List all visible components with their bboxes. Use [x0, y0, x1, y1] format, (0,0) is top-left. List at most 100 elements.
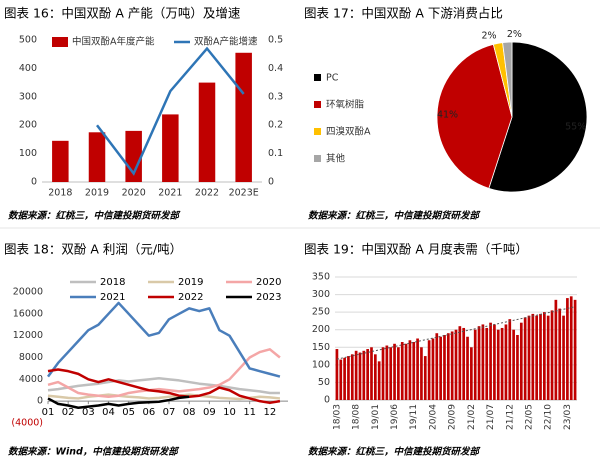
x-tick-label: 22/05	[524, 404, 534, 430]
y-tick-label: 20000	[13, 287, 43, 298]
x-tick-label: 11	[243, 407, 256, 418]
y2-tick-label: 0.2	[268, 120, 283, 131]
bar	[562, 315, 565, 400]
bar	[489, 322, 492, 400]
bar	[408, 340, 412, 400]
bar	[500, 327, 504, 400]
legend-label: 2018	[100, 277, 125, 288]
bar	[435, 333, 439, 400]
trendline	[336, 306, 576, 360]
pie-label: 55%	[565, 122, 586, 133]
pie-label: 2%	[507, 29, 522, 40]
bar	[381, 347, 385, 400]
bar	[470, 347, 473, 400]
chart-title: 图表 16：中国双酚 A 产能（万吨）及增速	[4, 6, 241, 21]
bar	[554, 299, 558, 400]
bar	[366, 349, 369, 400]
bar	[235, 52, 252, 182]
bar	[458, 326, 462, 400]
y-tick-label: (4000)	[11, 418, 43, 429]
bar	[543, 312, 546, 400]
bar	[573, 299, 577, 400]
y-tick-label: 350	[312, 272, 330, 283]
bar	[462, 327, 466, 400]
bar	[443, 334, 446, 400]
legend-label: 2023	[256, 292, 281, 303]
legend-label: 2019	[178, 277, 203, 288]
x-tick-label: 22/10	[544, 404, 554, 430]
bar	[519, 322, 523, 400]
bar	[477, 326, 481, 400]
chart-source: 数据来源：Wind，中信建投期货研发部	[8, 446, 180, 458]
x-tick-label: 19/11	[409, 404, 419, 430]
x-tick-label: 08	[183, 407, 196, 418]
bar	[504, 324, 508, 400]
bar	[431, 338, 435, 400]
bar	[550, 310, 554, 400]
bar	[412, 342, 416, 400]
legend-label: 其他	[326, 153, 346, 165]
bar	[466, 336, 469, 400]
bar	[523, 317, 527, 400]
legend-swatch	[314, 101, 321, 108]
y-tick-label: 16000	[13, 308, 43, 319]
chart-source: 数据来源：红桃三，中信建投期货研发部	[308, 446, 482, 458]
line	[47, 393, 281, 401]
legend-label: 环氧树脂	[326, 99, 365, 111]
bar	[446, 333, 450, 400]
x-tick-label: 03	[82, 407, 95, 418]
line	[46, 301, 281, 378]
bar	[162, 114, 179, 182]
bar	[569, 296, 573, 400]
x-tick-label: 21/07	[486, 404, 496, 430]
legend-swatch	[314, 74, 321, 81]
y-tick-label: 50	[318, 377, 330, 388]
bar	[358, 352, 362, 400]
bar	[420, 347, 423, 400]
x-tick-label: 01	[42, 407, 55, 418]
bar	[527, 315, 531, 400]
legend-label: 2022	[178, 292, 203, 303]
y-tick-label: 8000	[19, 352, 43, 363]
bar	[531, 313, 535, 400]
x-tick-label: 09	[203, 407, 216, 418]
x-tick-label: 05	[122, 407, 135, 418]
chart-title: 图表 19：中国双酚 A 月度表需（千吨）	[304, 242, 528, 257]
bar	[350, 354, 354, 400]
y-tick-label: 0	[37, 396, 43, 407]
x-tick-label: 12	[263, 407, 276, 418]
line	[96, 46, 245, 176]
x-tick-label: 2023E	[229, 188, 259, 199]
legend-swatch	[314, 155, 321, 162]
bar	[393, 343, 396, 400]
y-tick-label: 100	[19, 148, 37, 159]
y-tick-label: 0	[31, 177, 37, 188]
y-tick-label: 4000	[19, 374, 43, 385]
bar	[427, 340, 431, 400]
x-tick-label: 18/03	[332, 404, 342, 430]
legend-label: PC	[326, 73, 339, 84]
y2-tick-label: 0	[268, 177, 274, 188]
bar	[508, 319, 512, 400]
bar	[347, 356, 350, 400]
x-tick-label: 21/02	[467, 404, 477, 430]
bar	[389, 347, 393, 400]
x-tick-label: 18/08	[352, 404, 362, 430]
bar	[385, 345, 389, 400]
y-tick-label: 100	[312, 359, 330, 370]
bar	[88, 132, 106, 182]
legend-swatch	[314, 128, 321, 135]
pie-slice	[502, 41, 513, 118]
y-tick-label: 300	[19, 91, 37, 102]
pie-slice	[488, 41, 588, 193]
bar	[454, 329, 458, 400]
bar	[404, 343, 408, 400]
bar	[558, 308, 562, 400]
y2-tick-label: 0.4	[268, 63, 283, 74]
line	[47, 376, 280, 395]
bar	[370, 347, 373, 400]
bar	[496, 329, 500, 400]
bar	[493, 324, 496, 400]
x-tick-label: 2021	[158, 188, 182, 199]
